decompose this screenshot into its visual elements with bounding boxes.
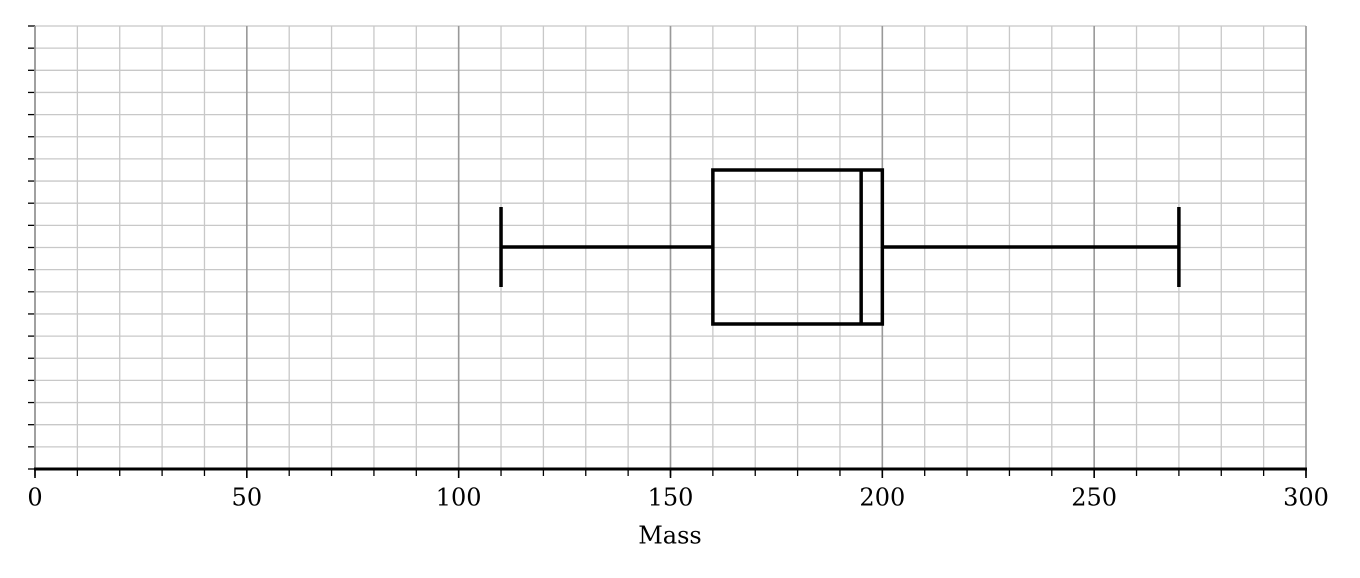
x-tick-label: 250 (1071, 484, 1117, 512)
x-axis-label: Mass (638, 522, 702, 550)
x-tick-label: 100 (436, 484, 482, 512)
x-tick-label: 300 (1283, 484, 1329, 512)
x-tick-label: 200 (859, 484, 905, 512)
box (711, 168, 885, 326)
x-tick-label: 50 (232, 484, 263, 512)
x-tick-label: 0 (27, 484, 42, 512)
x-tick-label: 150 (648, 484, 694, 512)
